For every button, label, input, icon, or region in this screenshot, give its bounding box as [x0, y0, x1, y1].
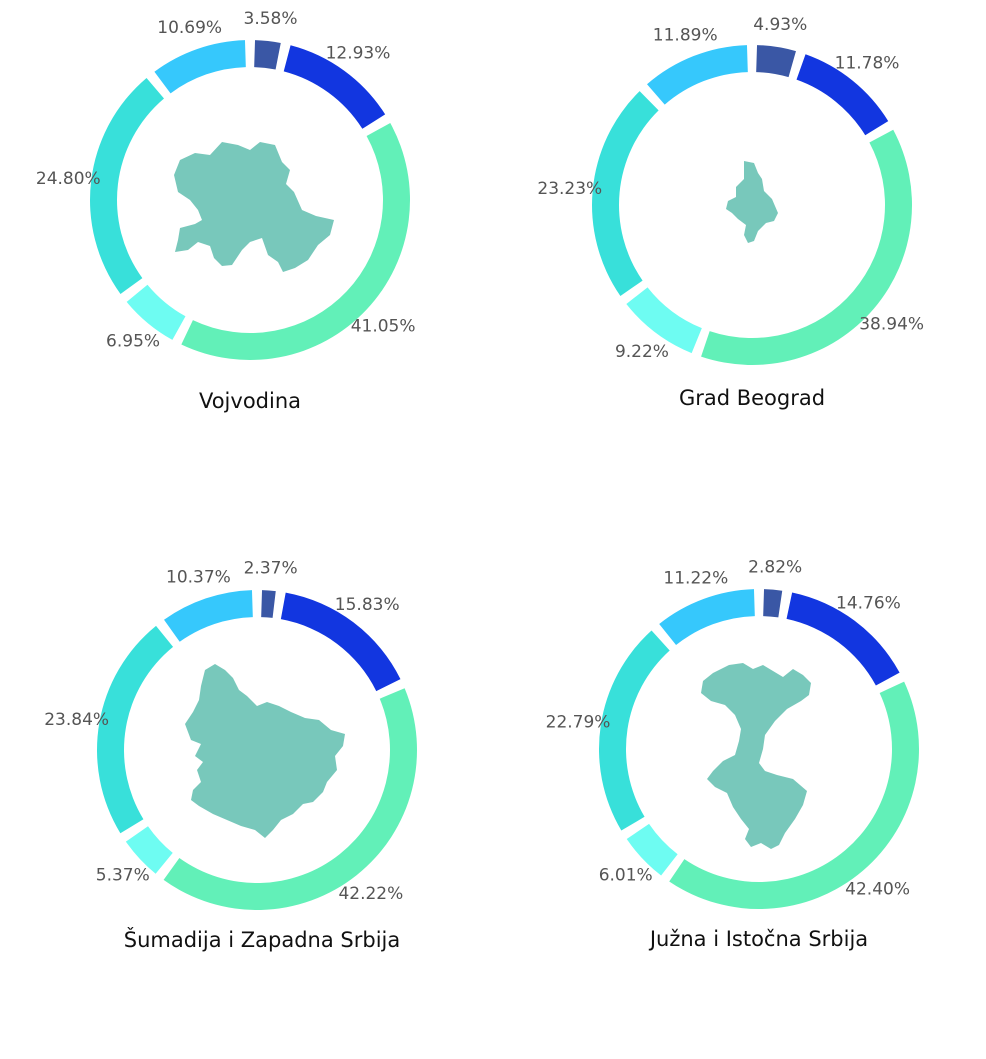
donut-slice [164, 590, 253, 642]
donut-slice [125, 826, 173, 874]
donut-chart-grad-beograd: 4.93% 11.78% 38.94% 9.22% 23.23% 11.89% Grad … [537, 15, 924, 410]
donut-slice [126, 284, 186, 340]
donut-slice [626, 287, 702, 354]
slice-data-label: 3.58% [244, 9, 298, 29]
slice-data-label: 12.93% [326, 43, 391, 63]
vojvodina-map-icon [174, 142, 334, 272]
donut-slice [592, 91, 659, 296]
chart-title: Vojvodina [199, 389, 301, 413]
chart-title: Južna i Istočna Srbija [648, 927, 868, 951]
donut-chart-juzna-i-istocna-srbija: 2.82% 14.76% 42.40% 6.01% 22.79% 11.22% Južna… [546, 558, 919, 951]
slice-data-label: 24.80% [36, 169, 101, 189]
slice-data-label: 11.89% [653, 26, 718, 46]
slice-data-label: 6.95% [106, 332, 160, 352]
donut-slice [181, 123, 410, 360]
donut-slice [261, 590, 276, 618]
slice-data-label: 5.37% [96, 865, 150, 885]
donut-slice [763, 589, 783, 618]
donut-slice [280, 592, 401, 692]
donut-slice [598, 630, 670, 831]
juzna-srbija-map-icon [701, 663, 811, 849]
sumadija-map-icon [185, 664, 345, 838]
slice-data-label: 14.76% [836, 593, 901, 613]
slice-data-label: 9.22% [615, 342, 669, 362]
donut-slice [786, 592, 900, 686]
slice-data-label: 6.01% [599, 865, 653, 885]
donut-slice [659, 589, 755, 646]
chart-title: Grad Beograd [679, 386, 825, 410]
slice-data-label: 10.69% [157, 18, 222, 38]
slice-data-label: 2.82% [748, 558, 802, 578]
donut-slice [90, 77, 165, 294]
donut-slice [756, 45, 796, 78]
donut-slice [154, 40, 246, 94]
slice-data-label: 23.23% [537, 179, 602, 199]
slice-data-label: 10.37% [166, 568, 231, 588]
slice-data-label: 22.79% [546, 713, 611, 733]
slice-data-label: 4.93% [753, 15, 807, 35]
donut-slice [647, 45, 748, 105]
slice-data-label: 42.22% [338, 884, 403, 904]
donut-slice [626, 823, 678, 876]
beograd-map-icon [726, 161, 778, 243]
slice-data-label: 23.84% [44, 710, 109, 730]
slice-data-label: 11.78% [835, 54, 900, 74]
donut-chart-sumadija-i-zapadna-srbija: 2.37% 15.83% 42.22% 5.37% 23.84% 10.37% Šumad… [44, 559, 418, 952]
slice-data-label: 15.83% [335, 595, 400, 615]
slice-data-label: 2.37% [244, 559, 298, 579]
slice-data-label: 38.94% [859, 314, 924, 334]
donut-chart-vojvodina: 3.58% 12.93% 41.05% 6.95% 24.80% 10.69% Vojvo… [36, 9, 416, 413]
donut-slice [796, 54, 889, 136]
donut-slice [254, 40, 281, 70]
slice-data-label: 41.05% [351, 317, 416, 337]
donut-slice [669, 681, 919, 909]
chart-title: Šumadija i Zapadna Srbija [124, 927, 401, 952]
donut-slice [701, 129, 913, 365]
slice-data-label: 42.40% [845, 879, 910, 899]
donut-slice [283, 45, 386, 129]
donut-slice [163, 688, 418, 911]
slice-data-label: 11.22% [663, 568, 728, 588]
donut-slice [96, 625, 174, 834]
